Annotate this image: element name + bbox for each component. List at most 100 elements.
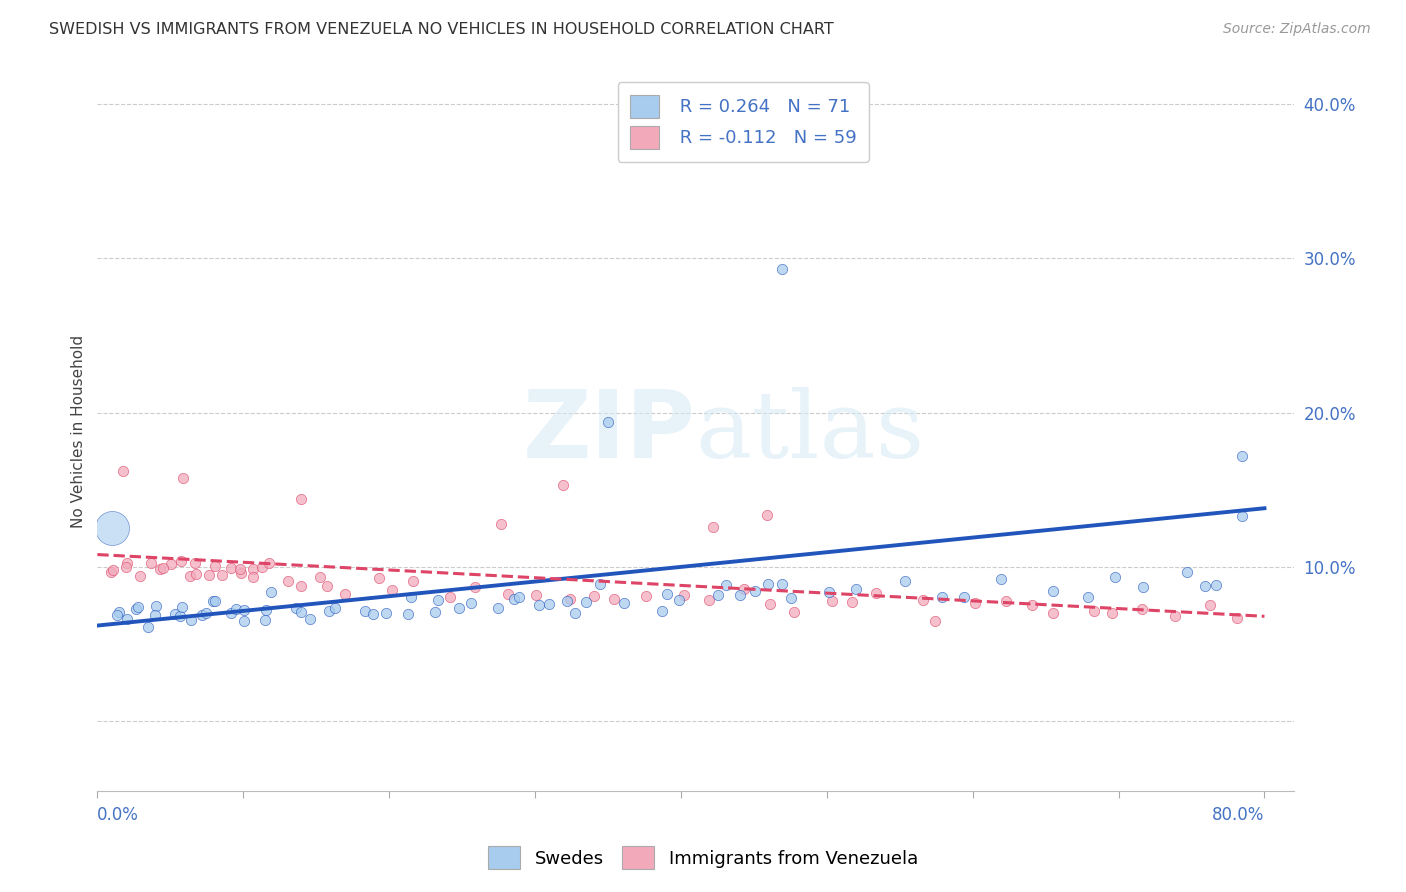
Point [233, 603, 256, 617]
Point [756, 508, 779, 522]
Point [229, 561, 252, 575]
Point [242, 570, 264, 584]
Point [333, 587, 356, 601]
Point [844, 582, 866, 596]
Point [728, 588, 751, 602]
Point [325, 600, 347, 615]
Point [159, 557, 181, 571]
Point [1175, 565, 1198, 579]
Point [924, 614, 946, 628]
Point [865, 586, 887, 600]
Point [613, 596, 636, 610]
Point [673, 588, 696, 602]
Point [219, 606, 242, 620]
Point [931, 590, 953, 604]
Point [1130, 602, 1153, 616]
Point [169, 608, 191, 623]
Point [575, 595, 598, 609]
Point [101, 521, 124, 535]
Point [1205, 577, 1227, 591]
Text: atlas: atlas [696, 387, 925, 477]
Point [527, 599, 550, 613]
Point [841, 594, 863, 608]
Point [1132, 580, 1154, 594]
Point [257, 556, 280, 570]
Text: ZIP: ZIP [523, 386, 696, 478]
Text: Source: ZipAtlas.com: Source: ZipAtlas.com [1223, 22, 1371, 37]
Point [149, 562, 172, 576]
Point [361, 607, 384, 622]
Point [141, 556, 163, 570]
Point [780, 591, 803, 606]
Point [582, 589, 605, 603]
Point [1021, 598, 1043, 612]
Y-axis label: No Vehicles in Household: No Vehicles in Household [72, 335, 86, 528]
Point [770, 576, 793, 591]
Point [489, 517, 512, 532]
Point [290, 605, 312, 619]
Point [229, 566, 252, 581]
Point [115, 559, 138, 574]
Point [524, 588, 547, 602]
Point [396, 607, 419, 621]
Point [401, 574, 423, 588]
Point [129, 569, 152, 583]
Point [1042, 583, 1064, 598]
Point [163, 607, 186, 621]
Point [298, 612, 321, 626]
Point [425, 605, 447, 619]
Point [994, 594, 1017, 608]
Point [598, 415, 620, 429]
Point [651, 604, 673, 618]
Point [232, 615, 254, 629]
Point [990, 572, 1012, 586]
Point [770, 262, 793, 277]
Point [668, 593, 690, 607]
Point [756, 577, 779, 591]
Point [1104, 570, 1126, 584]
Point [464, 580, 486, 594]
Point [127, 599, 149, 614]
Point [284, 600, 307, 615]
Point [564, 606, 586, 620]
Point [537, 598, 560, 612]
Point [1230, 508, 1253, 523]
Point [374, 607, 396, 621]
Point [1198, 598, 1220, 612]
Point [197, 567, 219, 582]
Point [143, 608, 166, 623]
Point [558, 591, 581, 606]
Point [309, 570, 332, 584]
Point [1226, 611, 1249, 625]
Point [138, 620, 160, 634]
Point [184, 556, 207, 570]
Point [657, 587, 679, 601]
Text: 0.0%: 0.0% [97, 806, 139, 824]
Point [186, 567, 208, 582]
Text: SWEDISH VS IMMIGRANTS FROM VENEZUELA NO VEHICLES IN HOUSEHOLD CORRELATION CHART: SWEDISH VS IMMIGRANTS FROM VENEZUELA NO … [49, 22, 834, 37]
Point [714, 578, 737, 592]
Point [965, 596, 987, 610]
Legend:  R = 0.264   N = 71,  R = -0.112   N = 59: R = 0.264 N = 71, R = -0.112 N = 59 [617, 82, 869, 161]
Point [315, 579, 337, 593]
Point [367, 570, 389, 584]
Point [399, 590, 422, 604]
Point [702, 520, 724, 534]
Point [290, 492, 312, 507]
Point [179, 569, 201, 583]
Point [439, 591, 461, 605]
Point [508, 591, 530, 605]
Point [242, 562, 264, 576]
Point [818, 585, 841, 599]
Point [551, 477, 574, 491]
Point [277, 574, 299, 589]
Point [225, 602, 247, 616]
Point [172, 599, 194, 614]
Point [152, 561, 174, 575]
Point [115, 612, 138, 626]
Point [953, 590, 976, 604]
Point [219, 560, 242, 574]
Point [449, 601, 471, 615]
Point [496, 587, 519, 601]
Point [145, 599, 167, 613]
